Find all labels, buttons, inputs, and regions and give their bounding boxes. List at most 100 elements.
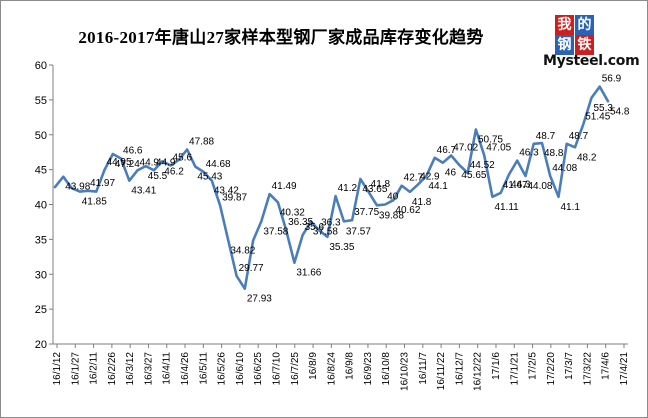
data-label: 44.95 (107, 157, 132, 168)
y-tick-label: 55 (35, 95, 47, 107)
x-tick-label: 17/2/20 (546, 352, 557, 386)
data-label: 42.9 (420, 171, 440, 182)
data-label: 34.82 (230, 246, 255, 257)
x-tick-label: 16/7/10 (271, 352, 282, 386)
x-tick-label: 16/1/12 (52, 352, 63, 386)
data-label: 40.62 (395, 205, 420, 216)
x-tick-label: 16/8/24 (326, 352, 337, 386)
data-label: 44.08 (527, 181, 552, 192)
series-line (53, 85, 610, 291)
x-tick-label: 17/3/7 (564, 352, 575, 380)
data-label: 46.3 (519, 148, 539, 159)
data-label: 50.75 (478, 135, 503, 146)
x-tick-label: 16/4/11 (162, 352, 173, 385)
data-label: 51.45 (585, 112, 610, 123)
x-tick-label: 17/3/22 (582, 352, 593, 386)
data-label: 43.65 (362, 184, 387, 195)
x-tick-label: 16/7/25 (290, 352, 301, 386)
data-label: 41.85 (82, 197, 107, 208)
data-label: 48.2 (577, 152, 597, 163)
x-tick-label: 16/2/26 (107, 352, 118, 386)
data-label: 40.32 (280, 207, 305, 218)
data-label: 43.41 (131, 186, 156, 197)
data-label: 29.77 (239, 263, 264, 274)
y-tick-label: 25 (35, 304, 47, 316)
data-label: 44.9 (140, 157, 160, 168)
data-label: 47.24 (115, 159, 140, 170)
data-label: 45.6 (173, 152, 193, 163)
data-label: 37.57 (346, 226, 371, 237)
data-label: 46.6 (123, 145, 143, 156)
data-label: 46 (445, 168, 457, 179)
data-label: 48.7 (569, 131, 589, 142)
logo-char-2: 的 (575, 15, 594, 35)
x-tick-label: 16/5/26 (217, 352, 228, 386)
data-label: 41.49 (272, 181, 297, 192)
data-label: 36.3 (321, 217, 341, 228)
x-tick-label: 17/4/21 (619, 352, 630, 386)
y-tick-label: 45 (35, 165, 47, 177)
chart-title: 2016-2017年唐山27家样本型钢厂家成品库存变化趋势 (78, 28, 484, 47)
data-label: 44.9 (156, 157, 176, 168)
data-label: 37.58 (313, 226, 338, 237)
data-label: 44.3 (511, 180, 531, 191)
data-label: 55.3 (593, 103, 613, 114)
data-label: 37.75 (354, 207, 379, 218)
data-label: 54.8 (610, 106, 630, 117)
data-label: 47.02 (453, 143, 478, 154)
x-tick-label: 16/11/7 (418, 352, 429, 385)
x-tick-label: 16/10/23 (400, 352, 411, 391)
data-label: 46.7 (437, 145, 457, 156)
x-tick-label: 16/6/25 (253, 352, 264, 386)
data-label: 44.52 (470, 160, 495, 171)
data-label: 45.5 (148, 171, 168, 182)
x-tick-label: 16/11/22 (436, 352, 447, 391)
data-label: 31.66 (296, 268, 321, 279)
x-tick-label: 16/12/7 (454, 352, 465, 386)
y-tick-label: 30 (35, 269, 47, 281)
x-tick-label: 16/3/27 (143, 352, 154, 386)
data-label: 41.67 (503, 180, 528, 191)
data-label: 45.43 (197, 172, 222, 183)
data-label: 41.8 (371, 179, 391, 190)
x-tick-label: 16/4/26 (180, 352, 191, 386)
y-tick-label: 50 (35, 130, 47, 142)
data-label: 39.88 (379, 210, 404, 221)
data-label: 43.42 (214, 186, 239, 197)
y-tick-label: 40 (35, 200, 47, 212)
logo-char-3: 钢 (555, 35, 574, 55)
data-label: 41.2 (338, 183, 358, 194)
data-label: 39.87 (222, 192, 247, 203)
x-tick-label: 17/1/21 (509, 352, 520, 386)
y-tick-label: 60 (35, 60, 47, 72)
x-tick-label: 17/2/5 (528, 352, 539, 380)
data-label: 37.58 (263, 226, 288, 237)
data-label: 41.97 (90, 178, 115, 189)
data-label: 48.8 (544, 148, 564, 159)
data-label: 35.35 (329, 242, 354, 253)
data-label: 36.35 (288, 217, 313, 228)
x-tick-label: 16/10/8 (381, 352, 392, 386)
data-label: 43.98 (65, 182, 90, 193)
x-tick-label: 16/5/11 (198, 352, 209, 385)
data-label: 44.68 (206, 159, 231, 170)
data-label: 41.11 (494, 202, 519, 213)
data-label: 27.93 (247, 294, 272, 305)
data-label: 44.1 (428, 181, 448, 192)
data-label: 44.08 (552, 163, 577, 174)
x-tick-label: 17/4/6 (601, 352, 612, 380)
x-tick-label: 16/3/12 (125, 352, 136, 386)
x-tick-label: 16/12/22 (473, 352, 484, 391)
x-tick-label: 16/9/8 (345, 352, 356, 380)
data-label: 45.65 (461, 170, 486, 181)
mysteel-logo: 我 的 钢 铁 Mysteel.com (541, 11, 641, 69)
data-label: 46.2 (164, 166, 184, 177)
y-tick-label: 35 (35, 234, 47, 246)
data-label: 35.6 (305, 222, 325, 233)
data-label: 47.05 (486, 142, 511, 153)
data-label: 56.9 (602, 74, 622, 85)
x-tick-label: 16/1/27 (70, 352, 81, 386)
x-tick-label: 16/9/23 (363, 352, 374, 386)
x-tick-label: 16/2/11 (89, 352, 100, 385)
